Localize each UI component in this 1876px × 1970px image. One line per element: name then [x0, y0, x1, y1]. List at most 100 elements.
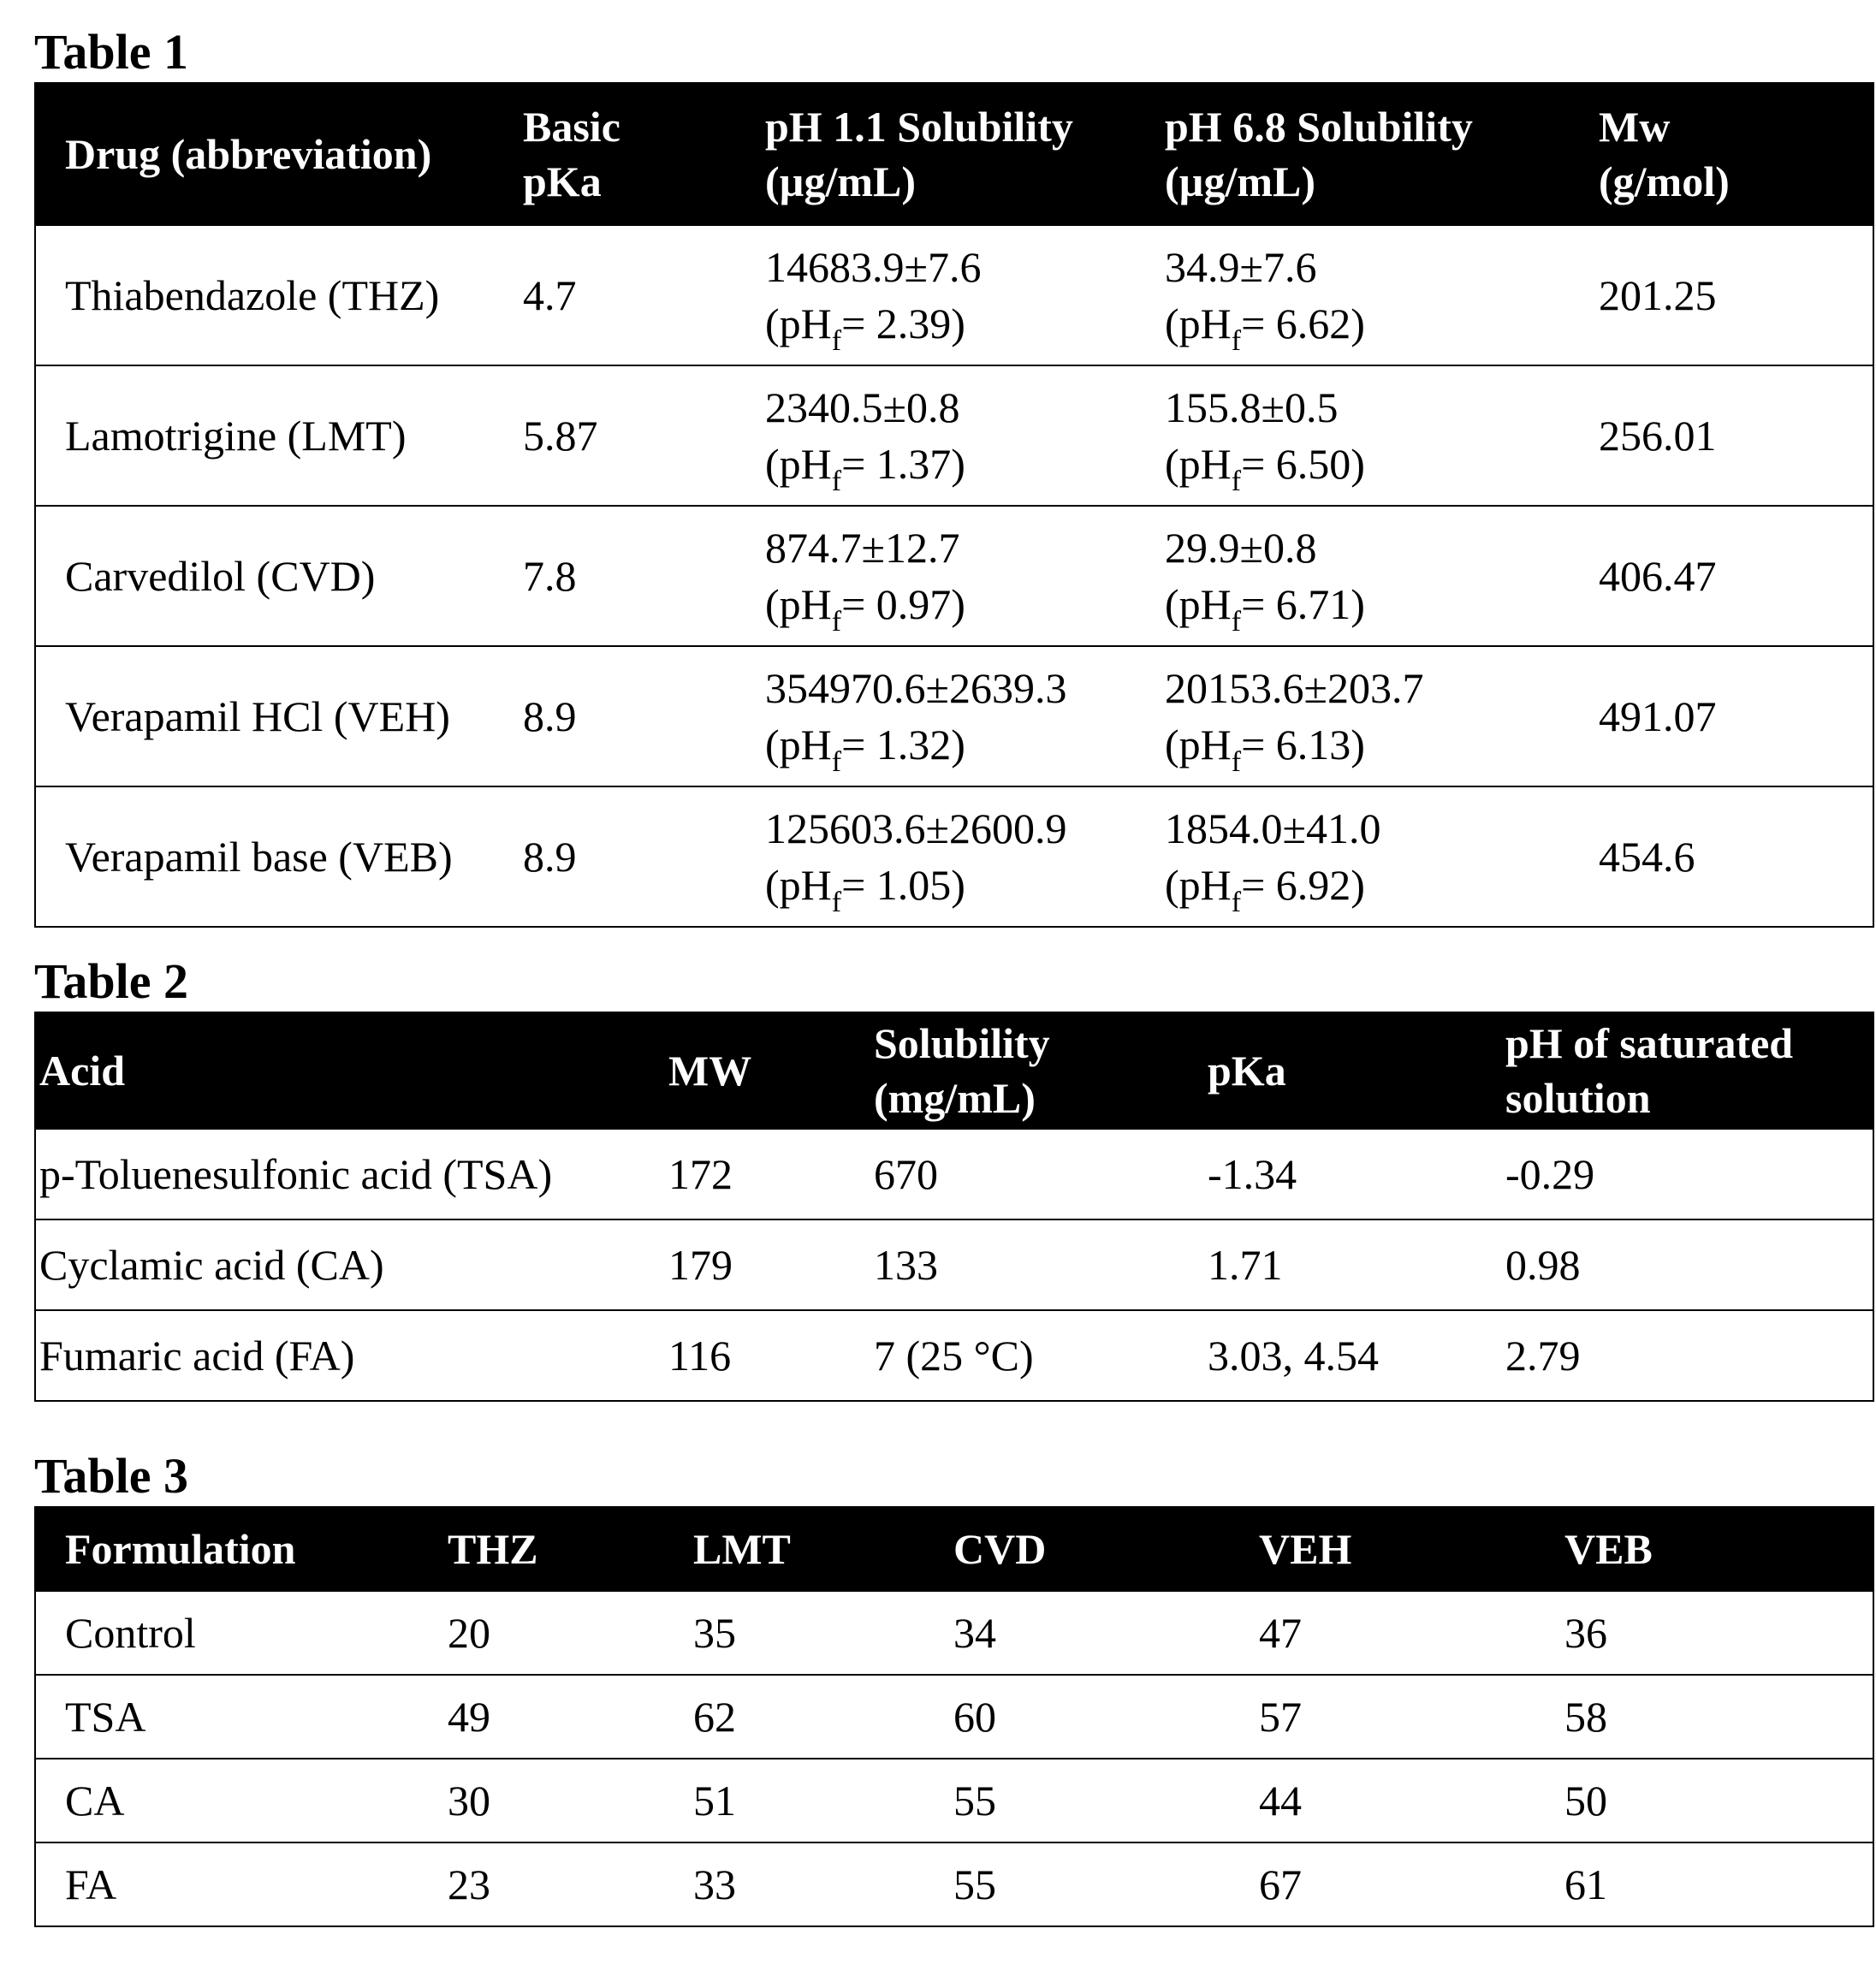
- t1-header-sol11-line2: (µg/mL): [765, 157, 917, 205]
- ph-suffix: ): [1351, 580, 1365, 628]
- ph-suffix: ): [951, 300, 965, 347]
- table-row: TSA 49 62 60 57 58: [35, 1674, 1873, 1759]
- t1-header-pka: Basic pKa: [523, 83, 765, 225]
- t1-ph11-value: 1.32: [876, 721, 952, 768]
- t2-header-solubility-line1: Solubility: [874, 1019, 1050, 1067]
- ph-prefix: (pH: [1165, 861, 1232, 909]
- ph-equals: =: [841, 861, 876, 909]
- t1-cell-drug: Lamotrigine (LMT): [35, 365, 523, 506]
- t1-header-mw: Mw (g/mol): [1599, 83, 1873, 225]
- t3-cell-lmt: 62: [693, 1674, 953, 1759]
- t2-cell-ph: -0.29: [1505, 1128, 1873, 1219]
- t2-header-ph-line1: pH of saturated: [1505, 1019, 1794, 1067]
- t1-sol11-value: 874.7±12.7: [765, 524, 960, 572]
- t1-cell-mw: 201.25: [1599, 224, 1873, 365]
- t1-header-sol68-line2: (µg/mL): [1165, 157, 1316, 205]
- table-2: Acid MW Solubility (mg/mL) pKa pH of satu…: [34, 1012, 1874, 1402]
- t1-cell-sol68: 20153.6±203.7 (pHf= 6.13): [1165, 645, 1599, 786]
- ph-equals: =: [1241, 440, 1276, 488]
- ph-equals: =: [1241, 861, 1276, 909]
- table-row: Verapamil base (VEB) 8.9 125603.6±2600.9 (p…: [35, 786, 1873, 927]
- table-row: Lamotrigine (LMT) 5.87 2340.5±0.8 (pHf= 1.3…: [35, 365, 1873, 506]
- t1-cell-sol68: 1854.0±41.0 (pHf= 6.92): [1165, 786, 1599, 927]
- t1-sol68-value: 1854.0±41.0: [1165, 804, 1381, 852]
- table-row: Thiabendazole (THZ) 4.7 14683.9±7.6 (pHf= 2…: [35, 224, 1873, 365]
- t3-cell-thz: 30: [448, 1758, 693, 1842]
- table-row: Cyclamic acid (CA) 179 133 1.71 0.98: [35, 1219, 1873, 1310]
- t1-cell-sol11: 14683.9±7.6 (pHf= 2.39): [765, 224, 1165, 365]
- t1-ph11-value: 1.37: [876, 440, 952, 488]
- t1-sol11-value: 354970.6±2639.3: [765, 664, 1067, 712]
- t1-ph11-value: 1.05: [876, 861, 952, 909]
- t3-cell-veh: 47: [1259, 1590, 1564, 1675]
- ph-equals: =: [841, 300, 876, 347]
- t3-cell-formulation: Control: [35, 1590, 448, 1675]
- t3-cell-lmt: 33: [693, 1842, 953, 1926]
- table-row: CA 30 51 55 44 50: [35, 1758, 1873, 1842]
- ph-suffix: ): [951, 861, 965, 909]
- ph-prefix: (pH: [1165, 440, 1232, 488]
- t3-header-cvd: CVD: [953, 1507, 1259, 1591]
- t1-cell-pka: 8.9: [523, 645, 765, 786]
- t1-header-mw-line1: Mw: [1599, 103, 1671, 151]
- t1-sol68-value: 34.9±7.6: [1165, 243, 1317, 291]
- t3-cell-thz: 23: [448, 1842, 693, 1926]
- t1-ph11-value: 0.97: [876, 580, 952, 628]
- t2-header-acid-line1: Acid: [39, 1047, 125, 1095]
- ph-equals: =: [841, 580, 876, 628]
- t1-cell-sol11: 874.7±12.7 (pHf= 0.97): [765, 505, 1165, 646]
- t3-cell-cvd: 60: [953, 1674, 1259, 1759]
- t1-cell-sol11: 125603.6±2600.9 (pHf= 1.05): [765, 786, 1165, 927]
- table-3-header-row: Formulation THZ LMT CVD VEH VEB: [35, 1507, 1873, 1591]
- t2-header-pka: pKa: [1208, 1012, 1505, 1129]
- t2-header-ph-line2: solution: [1505, 1074, 1651, 1122]
- t2-cell-pka: 3.03, 4.54: [1208, 1309, 1505, 1401]
- table-row: Control 20 35 34 47 36: [35, 1590, 1873, 1675]
- t2-cell-solubility: 7 (25 °C): [874, 1309, 1208, 1401]
- t1-header-pka-line1: Basic: [523, 103, 620, 151]
- table-row: p-Toluenesulfonic acid (TSA) 172 670 -1.34-…: [35, 1128, 1873, 1219]
- table-2-title: Table 2: [34, 953, 188, 1009]
- t1-sol68-value: 20153.6±203.7: [1165, 664, 1424, 712]
- ph-equals: =: [1241, 580, 1276, 628]
- t1-sol11-value: 125603.6±2600.9: [765, 804, 1067, 852]
- t2-cell-pka: -1.34: [1208, 1128, 1505, 1219]
- ph-equals: =: [841, 440, 876, 488]
- t1-cell-pka: 7.8: [523, 505, 765, 646]
- ph-subscript: f: [831, 466, 842, 497]
- t1-ph68-value: 6.50: [1275, 440, 1351, 488]
- table-1-header-row: Drug (abbreviation) Basic pKa pH 1.1 Solu…: [35, 83, 1873, 225]
- t2-cell-mw: 179: [668, 1219, 874, 1310]
- t3-header-thz: THZ: [448, 1507, 693, 1591]
- ph-prefix: (pH: [1165, 721, 1232, 768]
- t2-header-mw-line1: MW: [668, 1047, 752, 1095]
- t1-ph68-value: 6.71: [1275, 580, 1351, 628]
- t1-ph68-value: 6.13: [1275, 721, 1351, 768]
- ph-subscript: f: [831, 746, 842, 778]
- ph-suffix: ): [951, 721, 965, 768]
- t3-cell-lmt: 51: [693, 1758, 953, 1842]
- t1-cell-pka: 8.9: [523, 786, 765, 927]
- ph-suffix: ): [1351, 721, 1365, 768]
- t1-header-mw-line2: (g/mol): [1599, 157, 1730, 205]
- t3-cell-veb: 36: [1564, 1590, 1873, 1675]
- t1-header-drug-line1: Drug (abbreviation): [65, 130, 432, 178]
- t1-sol68-value: 155.8±0.5: [1165, 383, 1339, 431]
- ph-subscript: f: [831, 325, 842, 357]
- t1-cell-mw: 406.47: [1599, 505, 1873, 646]
- ph-suffix: ): [951, 580, 965, 628]
- table-2-header-row: Acid MW Solubility (mg/mL) pKa pH of satu…: [35, 1012, 1873, 1129]
- ph-equals: =: [841, 721, 876, 768]
- t2-header-mw: MW: [668, 1012, 874, 1129]
- t3-cell-veb: 58: [1564, 1674, 1873, 1759]
- t2-header-pka-line1: pKa: [1208, 1047, 1286, 1095]
- t3-cell-lmt: 35: [693, 1590, 953, 1675]
- t2-cell-solubility: 670: [874, 1128, 1208, 1219]
- t1-cell-sol68: 155.8±0.5 (pHf= 6.50): [1165, 365, 1599, 506]
- t1-cell-pka: 4.7: [523, 224, 765, 365]
- ph-subscript: f: [1231, 746, 1242, 778]
- ph-suffix: ): [951, 440, 965, 488]
- t1-sol11-value: 14683.9±7.6: [765, 243, 982, 291]
- ph-prefix: (pH: [1165, 580, 1232, 628]
- t2-header-solubility-line2: (mg/mL): [874, 1074, 1036, 1122]
